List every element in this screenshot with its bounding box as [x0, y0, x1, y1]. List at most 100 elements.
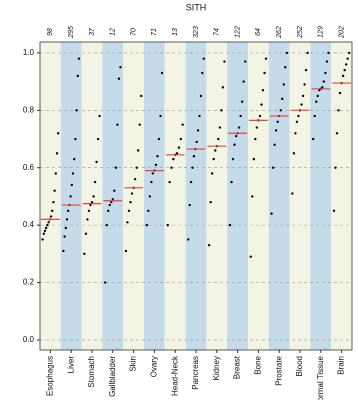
x-tick-label: Bone [254, 355, 263, 374]
point [263, 71, 266, 75]
point [327, 51, 330, 55]
point [74, 137, 77, 141]
point [103, 281, 107, 284]
point [108, 203, 111, 207]
point [95, 160, 98, 164]
point [337, 109, 340, 112]
point [148, 195, 152, 198]
point [233, 143, 236, 146]
point [45, 226, 48, 230]
x-tick-label: Breast [233, 355, 242, 379]
point [223, 60, 226, 63]
point [130, 192, 134, 195]
point [209, 200, 212, 204]
point [107, 209, 110, 212]
point [177, 146, 181, 149]
count-label: 64 [255, 28, 262, 36]
point [53, 189, 56, 192]
count-label: 71 [151, 28, 158, 36]
point [51, 209, 54, 212]
point [52, 200, 55, 204]
point [124, 249, 128, 253]
point [188, 203, 191, 207]
point [150, 180, 153, 184]
point [195, 140, 198, 144]
point [217, 137, 220, 141]
band [123, 42, 144, 350]
point [244, 60, 247, 63]
x-tick-label: Pancreas [191, 356, 200, 390]
point [346, 57, 349, 60]
point [341, 74, 345, 78]
point [228, 223, 232, 227]
point [306, 51, 309, 55]
point [159, 114, 162, 118]
point [284, 66, 287, 69]
band [81, 42, 103, 350]
x-tick-label: Brain [337, 356, 346, 375]
point [221, 86, 225, 89]
point [54, 172, 57, 175]
point [231, 157, 235, 161]
point [255, 126, 259, 129]
point [73, 157, 76, 161]
point [271, 166, 275, 169]
point [234, 134, 238, 138]
point [42, 232, 45, 235]
point [92, 195, 95, 198]
point [70, 183, 74, 187]
point [166, 223, 169, 227]
point [49, 215, 53, 218]
point [242, 80, 245, 83]
point [156, 155, 159, 158]
point [240, 100, 244, 103]
point [249, 255, 252, 258]
point [343, 68, 346, 72]
point [297, 114, 300, 118]
point [75, 109, 78, 112]
point [41, 238, 44, 241]
point [86, 218, 89, 221]
x-tick-label: Gallbladder [108, 356, 117, 397]
point [67, 209, 70, 212]
point [87, 209, 91, 212]
point [192, 155, 196, 158]
band [268, 42, 290, 350]
y-tick-label: 0.0 [23, 335, 35, 344]
point [335, 132, 339, 135]
point [76, 74, 80, 78]
point [133, 178, 137, 181]
point [273, 143, 276, 146]
count-label: 12 [110, 28, 117, 36]
point [191, 166, 194, 169]
x-tick-label: Ovary [150, 356, 159, 377]
x-tick-label: Normal Tissue [316, 355, 325, 400]
point [126, 221, 129, 224]
point [207, 244, 211, 247]
point [151, 172, 155, 175]
x-tick-label: Head-Neck [170, 355, 179, 396]
y-tick-label: 0.6 [23, 163, 35, 172]
point [199, 94, 203, 98]
point [220, 109, 223, 112]
point [63, 235, 66, 238]
count-label: 129 [318, 26, 325, 38]
point [279, 109, 282, 112]
x-tick-label: Stomach [87, 356, 96, 388]
y-tick-label: 0.8 [23, 105, 35, 114]
point [315, 100, 318, 103]
point [98, 114, 101, 118]
point [46, 223, 49, 227]
point [325, 60, 329, 63]
point [168, 180, 171, 184]
point [157, 137, 161, 141]
point [62, 249, 65, 253]
band [144, 42, 165, 350]
x-tick-label: Esophagus [46, 356, 55, 396]
band [164, 42, 186, 350]
point [239, 114, 242, 118]
point [57, 132, 60, 135]
point [258, 114, 262, 118]
point [212, 157, 215, 161]
